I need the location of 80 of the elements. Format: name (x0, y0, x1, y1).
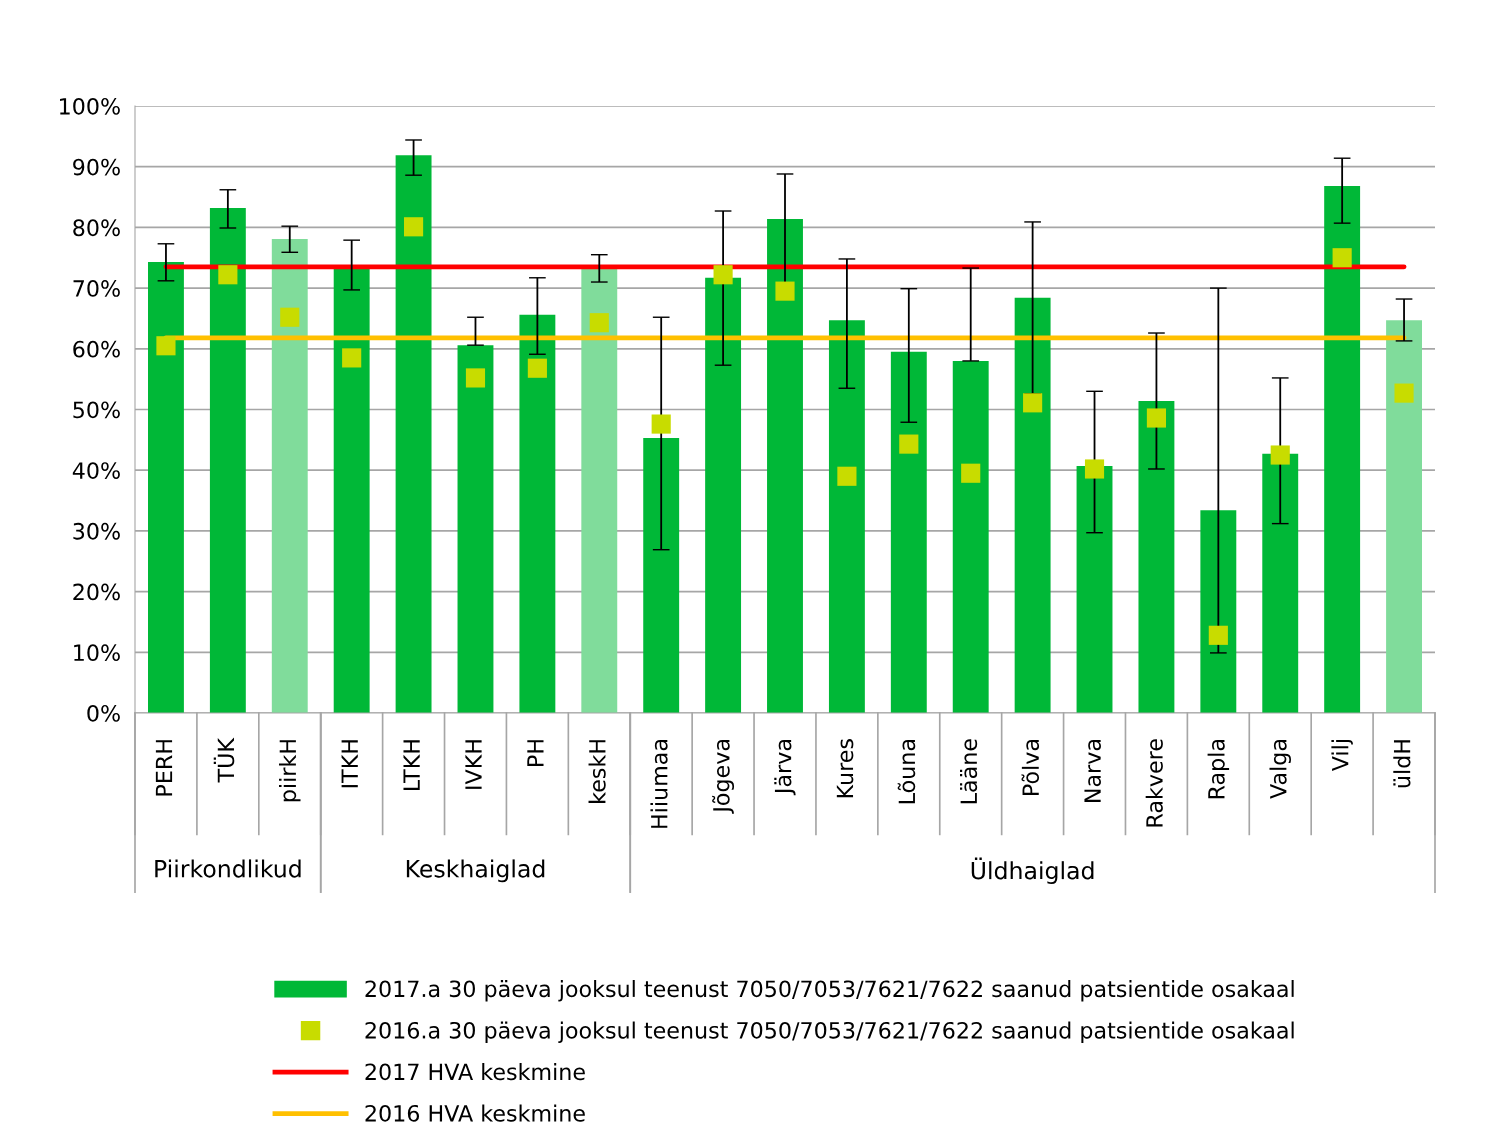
x-tick-label: Rapla (1207, 740, 1230, 799)
point (218, 265, 238, 285)
x-tick-label: Järva (774, 740, 796, 796)
point (465, 368, 486, 388)
x-tick-label: piirkH (279, 740, 301, 802)
x-tick-label: ITKH (341, 740, 358, 788)
point (1270, 445, 1290, 465)
x-tick-label: Jõgeva (712, 740, 735, 814)
point (775, 281, 795, 301)
x-tick-label: Lõuna (897, 740, 916, 804)
bar (1138, 401, 1175, 713)
text: Üldhaiglad (971, 857, 1094, 885)
bar (1014, 297, 1051, 713)
y-tick-label: 70% (73, 280, 120, 297)
legend-label: 2017 HVA keskmine (365, 1063, 585, 1081)
y-tick-label: 100% (60, 97, 120, 115)
x-tick-label: üldH (1393, 740, 1411, 788)
bar (952, 360, 989, 713)
y-tick-label: 20% (73, 583, 120, 601)
bar (519, 314, 556, 713)
x-tick-label: Hiiumaa (650, 740, 668, 828)
point (1332, 248, 1352, 268)
point (342, 348, 362, 368)
legend-label: 2016.a 30 päeva jooksul teenust 7050/7053/7621/7622 saanud patsientide osakaal (365, 1021, 1294, 1044)
point (280, 307, 300, 327)
point (527, 358, 547, 378)
bar (457, 345, 494, 713)
legend-label: 2016 HVA keskmine (365, 1104, 585, 1122)
bar (209, 207, 246, 713)
bar (148, 262, 184, 713)
text: Keskhaiglad (406, 859, 545, 883)
text: Piirkondlikud (155, 859, 301, 878)
point (713, 265, 733, 285)
point (156, 336, 176, 356)
x-tick-label: Vilj (1331, 740, 1353, 772)
x-tick-label: Kures (836, 739, 854, 798)
x-tick-label: Lääne (960, 739, 978, 804)
x-tick-label: PERH (155, 740, 173, 796)
bar (1262, 453, 1299, 713)
y-tick-label: 50% (73, 401, 120, 419)
y-tick-label: 80% (73, 219, 120, 237)
point (899, 434, 919, 454)
point (651, 414, 671, 434)
y-tick-label: 90% (73, 158, 120, 176)
bar (643, 438, 680, 713)
x-tick-label: Narva (1084, 740, 1101, 802)
bar (1076, 465, 1113, 713)
bar (767, 218, 803, 713)
point (1023, 393, 1043, 413)
x-tick-label: keskH (588, 740, 606, 803)
x-tick-label: LTKH (403, 740, 420, 790)
bar (1324, 186, 1361, 713)
y-tick-label: 0% (87, 704, 120, 722)
point (589, 313, 609, 333)
bar (890, 351, 927, 713)
y-tick-label: 10% (74, 644, 120, 662)
bar (1386, 320, 1422, 713)
y-tick-label: 30% (73, 522, 120, 540)
bar (271, 238, 308, 713)
y-tick-label: 60% (73, 340, 120, 358)
point (1084, 459, 1105, 479)
y-tick-label: 40% (72, 462, 120, 479)
point (1394, 383, 1414, 403)
bar (828, 320, 865, 713)
x-tick-label: Valga (1269, 740, 1291, 799)
point (1146, 408, 1166, 428)
bar (581, 268, 618, 713)
x-tick-label: PH (527, 740, 544, 766)
x-tick-label: TÜK (213, 737, 235, 783)
bar (1200, 510, 1237, 713)
x-tick-label: Põlva (1021, 740, 1040, 795)
bar (705, 277, 742, 713)
point (837, 466, 857, 486)
legend-label: 2017.a 30 päeva jooksul teenust 7050/7053/7621/7622 saanud patsientide osakaal (365, 980, 1294, 1002)
point (961, 463, 981, 483)
x-tick-label: Rakvere (1145, 739, 1163, 827)
point (404, 217, 424, 237)
point (1208, 625, 1228, 645)
bar (395, 155, 432, 713)
x-tick-label: IVKH (465, 740, 482, 789)
